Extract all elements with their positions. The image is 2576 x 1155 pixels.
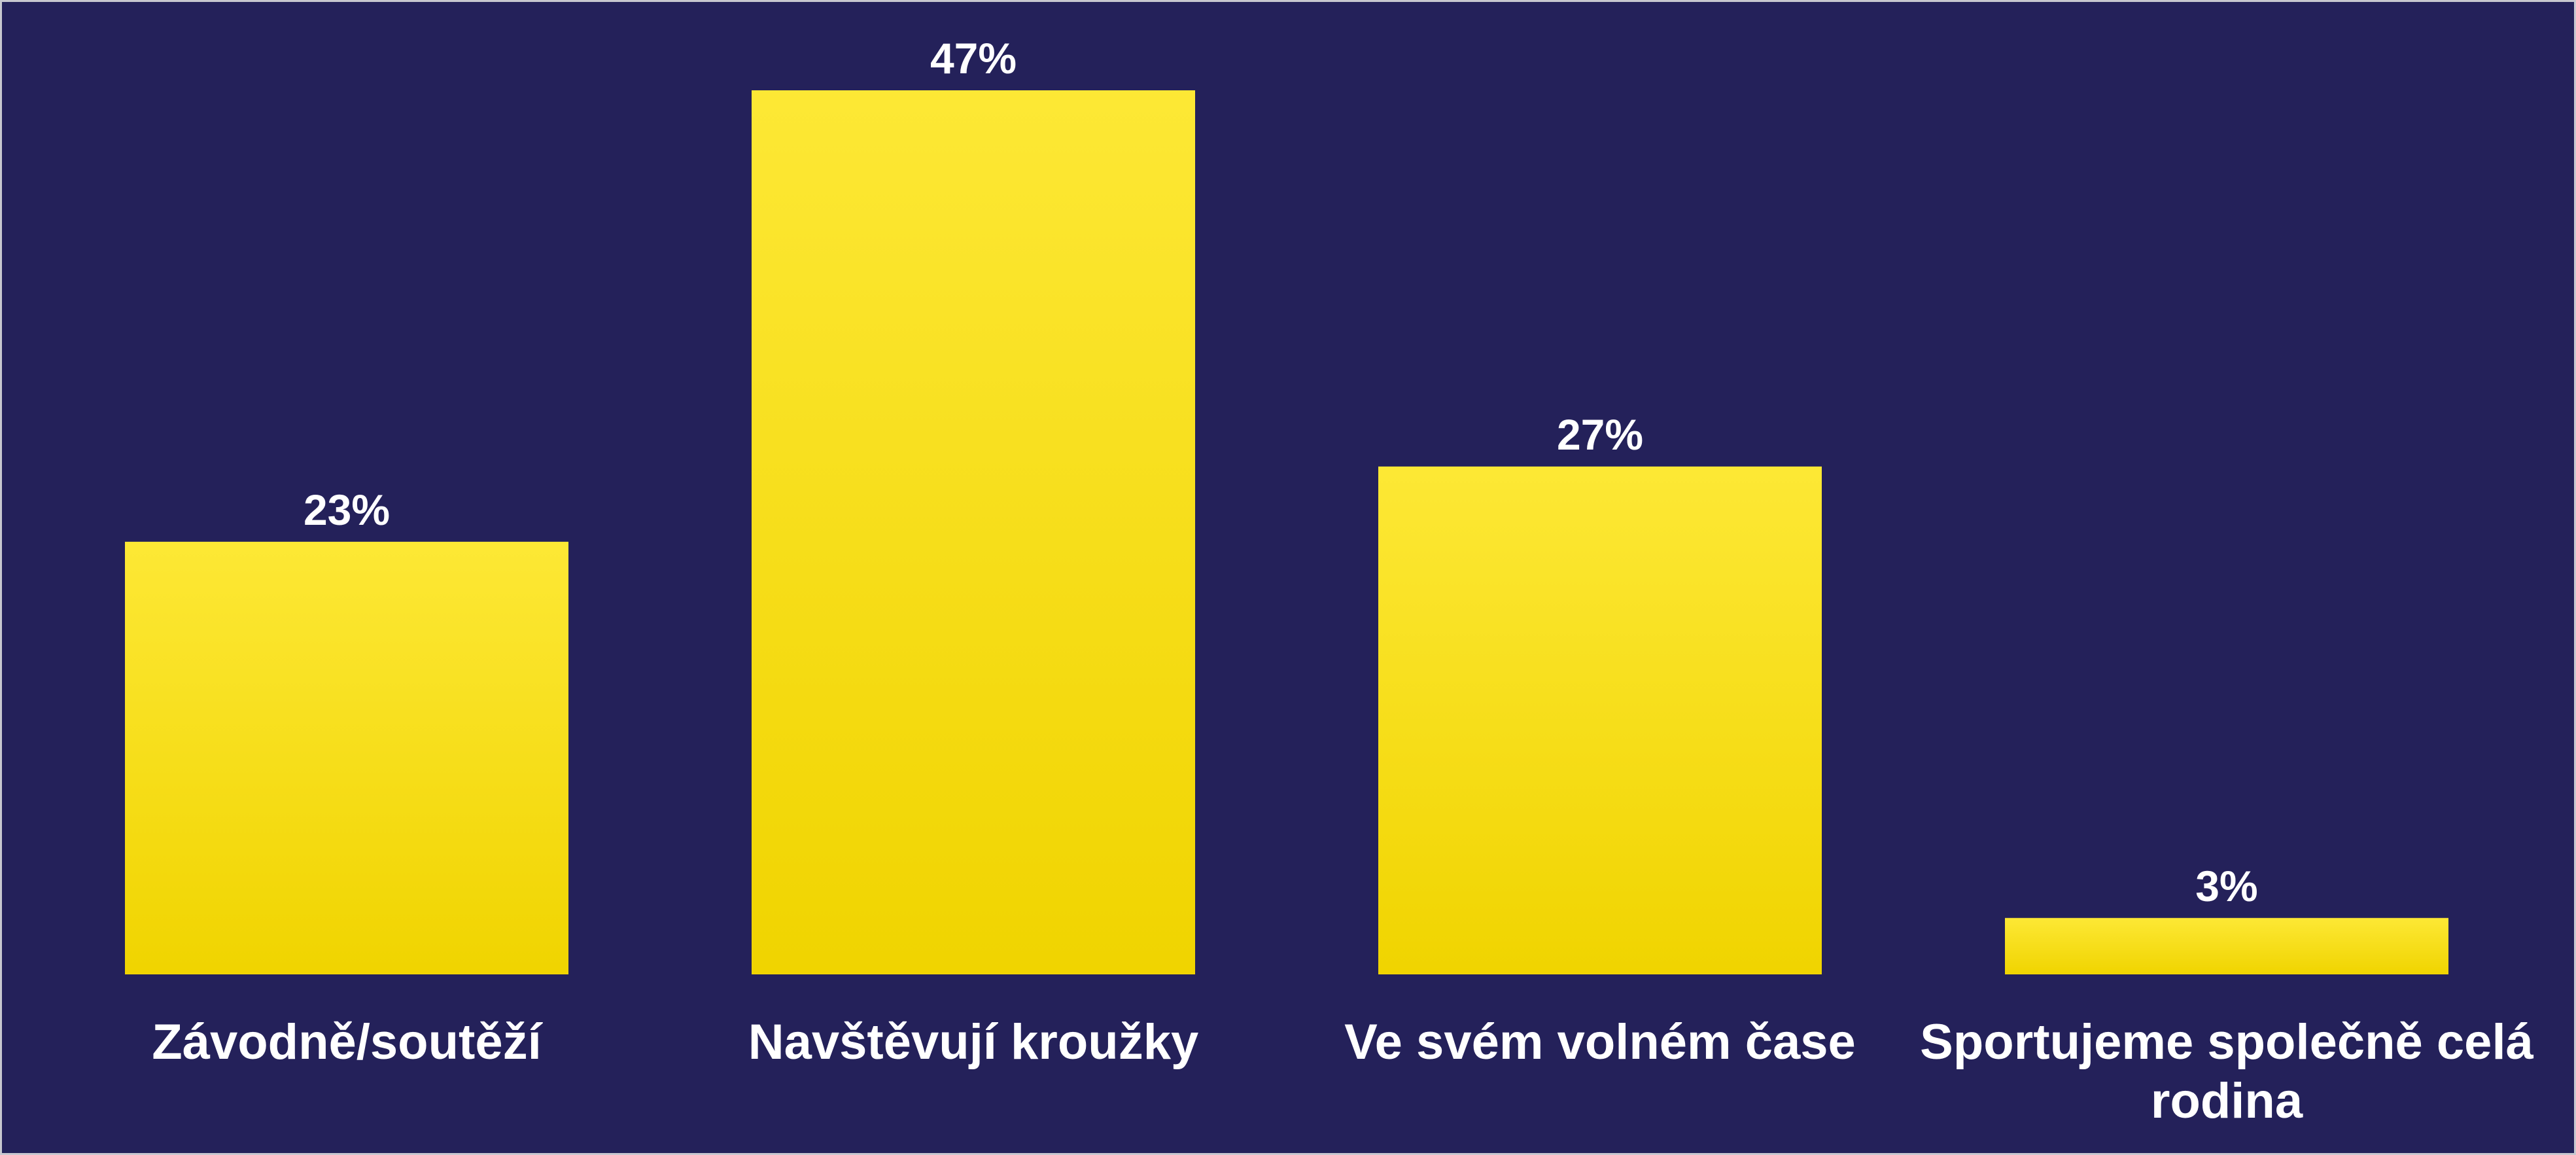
x-tick-label: Ve svém volném čase bbox=[1344, 1014, 1856, 1070]
bar bbox=[125, 541, 568, 974]
bar bbox=[2005, 917, 2448, 974]
bar bbox=[1378, 466, 1822, 974]
x-tick-label: Sportujeme společně celá rodina bbox=[1920, 1014, 2533, 1129]
value-label: 3% bbox=[2195, 862, 2257, 910]
value-label: 27% bbox=[1557, 410, 1643, 459]
bar bbox=[752, 90, 1195, 974]
value-label: 47% bbox=[930, 34, 1017, 82]
x-tick-label: Závodně/soutěží bbox=[152, 1014, 542, 1070]
value-label: 23% bbox=[304, 486, 390, 534]
x-tick-label: Navštěvují kroužky bbox=[748, 1014, 1199, 1070]
